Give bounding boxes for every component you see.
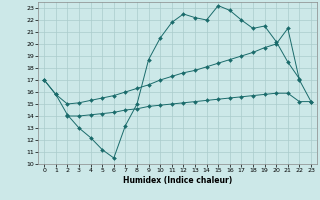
X-axis label: Humidex (Indice chaleur): Humidex (Indice chaleur) [123,176,232,185]
